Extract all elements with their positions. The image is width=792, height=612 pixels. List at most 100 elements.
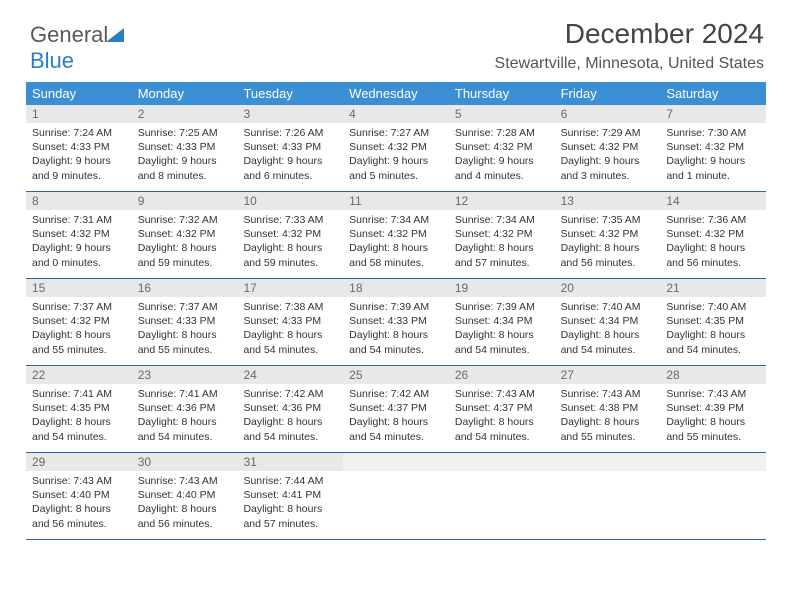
day-sunset: Sunset: 4:32 PM — [455, 227, 549, 241]
calendar-day — [660, 453, 766, 539]
day-number: 16 — [132, 279, 238, 297]
day-sunrise: Sunrise: 7:43 AM — [32, 474, 126, 488]
day-number: 1 — [26, 105, 132, 123]
day-number: 27 — [555, 366, 661, 384]
day-day1: Daylight: 9 hours — [138, 154, 232, 168]
calendar-day: 18Sunrise: 7:39 AMSunset: 4:33 PMDayligh… — [343, 279, 449, 365]
day-sunrise: Sunrise: 7:40 AM — [666, 300, 760, 314]
day-day1: Daylight: 8 hours — [455, 241, 549, 255]
day-day1: Daylight: 8 hours — [455, 415, 549, 429]
day-number: 15 — [26, 279, 132, 297]
calendar-header-row: Sunday Monday Tuesday Wednesday Thursday… — [26, 82, 766, 105]
day-sunset: Sunset: 4:32 PM — [455, 140, 549, 154]
calendar-day: 21Sunrise: 7:40 AMSunset: 4:35 PMDayligh… — [660, 279, 766, 365]
day-sunrise: Sunrise: 7:42 AM — [243, 387, 337, 401]
day-day2: and 56 minutes. — [666, 256, 760, 270]
day-sunset: Sunset: 4:40 PM — [32, 488, 126, 502]
day-sunset: Sunset: 4:36 PM — [138, 401, 232, 415]
day-sunrise: Sunrise: 7:43 AM — [666, 387, 760, 401]
day-sunset: Sunset: 4:39 PM — [666, 401, 760, 415]
day-sunset: Sunset: 4:33 PM — [138, 314, 232, 328]
day-number: 5 — [449, 105, 555, 123]
header-wednesday: Wednesday — [343, 82, 449, 105]
day-number: 4 — [343, 105, 449, 123]
calendar-day: 13Sunrise: 7:35 AMSunset: 4:32 PMDayligh… — [555, 192, 661, 278]
day-sunrise: Sunrise: 7:43 AM — [138, 474, 232, 488]
day-sunrise: Sunrise: 7:43 AM — [561, 387, 655, 401]
day-number: 9 — [132, 192, 238, 210]
day-details: Sunrise: 7:40 AMSunset: 4:34 PMDaylight:… — [555, 297, 661, 363]
day-sunrise: Sunrise: 7:29 AM — [561, 126, 655, 140]
calendar-day: 30Sunrise: 7:43 AMSunset: 4:40 PMDayligh… — [132, 453, 238, 539]
day-day2: and 9 minutes. — [32, 169, 126, 183]
day-details: Sunrise: 7:43 AMSunset: 4:40 PMDaylight:… — [26, 471, 132, 537]
calendar-day: 24Sunrise: 7:42 AMSunset: 4:36 PMDayligh… — [237, 366, 343, 452]
day-sunset: Sunset: 4:40 PM — [138, 488, 232, 502]
day-day2: and 54 minutes. — [455, 343, 549, 357]
day-day1: Daylight: 8 hours — [666, 241, 760, 255]
day-sunrise: Sunrise: 7:25 AM — [138, 126, 232, 140]
day-day2: and 55 minutes. — [561, 430, 655, 444]
day-number — [660, 453, 766, 471]
day-day1: Daylight: 8 hours — [349, 241, 443, 255]
day-sunset: Sunset: 4:38 PM — [561, 401, 655, 415]
day-number: 11 — [343, 192, 449, 210]
day-number: 17 — [237, 279, 343, 297]
day-day1: Daylight: 8 hours — [243, 415, 337, 429]
day-number: 25 — [343, 366, 449, 384]
day-sunrise: Sunrise: 7:44 AM — [243, 474, 337, 488]
day-sunset: Sunset: 4:32 PM — [666, 227, 760, 241]
calendar-day: 17Sunrise: 7:38 AMSunset: 4:33 PMDayligh… — [237, 279, 343, 365]
calendar-day: 11Sunrise: 7:34 AMSunset: 4:32 PMDayligh… — [343, 192, 449, 278]
day-sunset: Sunset: 4:32 PM — [666, 140, 760, 154]
day-sunset: Sunset: 4:32 PM — [349, 140, 443, 154]
day-day2: and 54 minutes. — [666, 343, 760, 357]
day-day2: and 54 minutes. — [32, 430, 126, 444]
day-sunset: Sunset: 4:32 PM — [243, 227, 337, 241]
logo: General Blue — [30, 22, 124, 74]
header-thursday: Thursday — [449, 82, 555, 105]
day-day2: and 54 minutes. — [243, 343, 337, 357]
day-day2: and 56 minutes. — [32, 517, 126, 531]
day-details: Sunrise: 7:43 AMSunset: 4:40 PMDaylight:… — [132, 471, 238, 537]
calendar-day: 7Sunrise: 7:30 AMSunset: 4:32 PMDaylight… — [660, 105, 766, 191]
day-details — [343, 471, 449, 480]
day-sunrise: Sunrise: 7:34 AM — [349, 213, 443, 227]
day-day1: Daylight: 9 hours — [349, 154, 443, 168]
day-sunrise: Sunrise: 7:27 AM — [349, 126, 443, 140]
calendar-day — [343, 453, 449, 539]
day-day2: and 57 minutes. — [243, 517, 337, 531]
calendar-day: 15Sunrise: 7:37 AMSunset: 4:32 PMDayligh… — [26, 279, 132, 365]
calendar-day: 16Sunrise: 7:37 AMSunset: 4:33 PMDayligh… — [132, 279, 238, 365]
day-details: Sunrise: 7:26 AMSunset: 4:33 PMDaylight:… — [237, 123, 343, 189]
calendar-week: 29Sunrise: 7:43 AMSunset: 4:40 PMDayligh… — [26, 453, 766, 540]
day-sunrise: Sunrise: 7:24 AM — [32, 126, 126, 140]
calendar-day: 19Sunrise: 7:39 AMSunset: 4:34 PMDayligh… — [449, 279, 555, 365]
calendar-day: 10Sunrise: 7:33 AMSunset: 4:32 PMDayligh… — [237, 192, 343, 278]
day-sunrise: Sunrise: 7:41 AM — [32, 387, 126, 401]
day-sunrise: Sunrise: 7:39 AM — [455, 300, 549, 314]
calendar-day: 28Sunrise: 7:43 AMSunset: 4:39 PMDayligh… — [660, 366, 766, 452]
day-sunset: Sunset: 4:41 PM — [243, 488, 337, 502]
page-title: December 2024 — [565, 18, 764, 50]
calendar-day: 23Sunrise: 7:41 AMSunset: 4:36 PMDayligh… — [132, 366, 238, 452]
header-tuesday: Tuesday — [237, 82, 343, 105]
calendar-day: 6Sunrise: 7:29 AMSunset: 4:32 PMDaylight… — [555, 105, 661, 191]
logo-text-blue: Blue — [30, 48, 74, 73]
calendar-day: 25Sunrise: 7:42 AMSunset: 4:37 PMDayligh… — [343, 366, 449, 452]
calendar-day: 20Sunrise: 7:40 AMSunset: 4:34 PMDayligh… — [555, 279, 661, 365]
calendar-day: 3Sunrise: 7:26 AMSunset: 4:33 PMDaylight… — [237, 105, 343, 191]
day-day1: Daylight: 8 hours — [561, 415, 655, 429]
day-details: Sunrise: 7:43 AMSunset: 4:37 PMDaylight:… — [449, 384, 555, 450]
day-sunrise: Sunrise: 7:36 AM — [666, 213, 760, 227]
day-number: 6 — [555, 105, 661, 123]
day-details: Sunrise: 7:36 AMSunset: 4:32 PMDaylight:… — [660, 210, 766, 276]
day-day2: and 5 minutes. — [349, 169, 443, 183]
day-details: Sunrise: 7:39 AMSunset: 4:34 PMDaylight:… — [449, 297, 555, 363]
day-details — [449, 471, 555, 480]
day-day1: Daylight: 8 hours — [138, 415, 232, 429]
day-details: Sunrise: 7:34 AMSunset: 4:32 PMDaylight:… — [343, 210, 449, 276]
day-sunrise: Sunrise: 7:39 AM — [349, 300, 443, 314]
day-sunset: Sunset: 4:35 PM — [666, 314, 760, 328]
day-day2: and 56 minutes. — [561, 256, 655, 270]
